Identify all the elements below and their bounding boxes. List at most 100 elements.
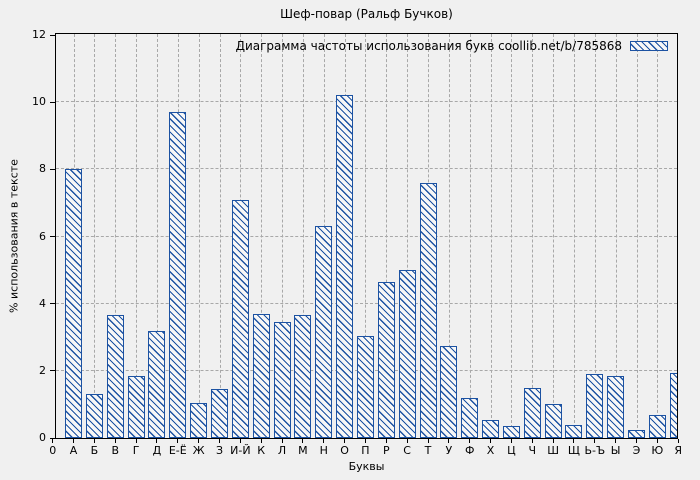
v-gridline-Р	[386, 34, 388, 438]
bar-Е-Ё	[169, 112, 187, 438]
x-tick-label: Д	[152, 444, 162, 457]
v-gridline-Ы	[615, 34, 617, 438]
x-tick-mark	[156, 439, 158, 443]
x-tick-label: Я	[674, 444, 683, 457]
v-gridline-П	[365, 34, 367, 438]
bar-У	[440, 345, 458, 438]
x-tick-mark	[219, 439, 220, 443]
x-tick-mark	[344, 439, 346, 443]
y-tick-mark	[50, 236, 55, 237]
x-tick-label: Г	[132, 444, 140, 457]
bar-Г	[127, 375, 145, 438]
x-tick-mark	[510, 439, 512, 443]
v-gridline-Г	[136, 34, 138, 438]
bar-Ю	[648, 414, 666, 438]
x-tick-mark	[448, 439, 450, 443]
x-tick-label: М	[298, 444, 308, 457]
y-tick-mark	[50, 437, 55, 439]
bar-Ы	[607, 375, 625, 438]
x-tick-label: Т	[424, 444, 432, 457]
x-tick-label: Е-Ё	[168, 444, 187, 457]
x-tick-mark	[114, 439, 116, 443]
v-gridline-Б	[94, 34, 96, 438]
legend: Диаграмма частоты использования букв coo…	[236, 39, 668, 53]
plot-area: Диаграмма частоты использования букв coo…	[55, 33, 678, 439]
x-tick-label: Л	[277, 444, 287, 457]
x-tick-mark	[73, 439, 75, 443]
bar-Ч	[523, 387, 541, 438]
x-tick-mark	[135, 439, 137, 443]
x-tick-mark	[615, 439, 617, 443]
v-gridline-Щ	[573, 34, 575, 438]
legend-label: Диаграмма частоты использования букв coo…	[235, 39, 622, 53]
v-gridline-Ь-Ъ	[594, 34, 596, 438]
bar-Р	[377, 281, 395, 438]
v-gridline-Э	[636, 34, 638, 438]
bar-Т	[419, 182, 437, 438]
x-tick-mark	[573, 439, 575, 443]
bar-К	[252, 313, 270, 438]
v-gridline-Ц	[511, 34, 513, 438]
bar-Щ	[565, 424, 583, 438]
v-gridline-Ж	[198, 34, 200, 438]
x-tick-mark	[281, 439, 283, 443]
x-tick-mark	[198, 439, 200, 443]
x-tick-label: Р	[382, 444, 390, 457]
v-gridline-В	[115, 34, 117, 438]
v-gridline-С	[407, 34, 409, 438]
x-tick-label: А	[69, 444, 78, 457]
x-tick-mark	[323, 439, 325, 443]
h-gridline-8	[56, 168, 677, 170]
x-tick-label: З	[215, 444, 224, 457]
y-tick-mark	[50, 303, 55, 305]
x-tick-label: 0	[49, 444, 57, 457]
x-tick-label: Х	[486, 444, 495, 457]
y-tick-label: 2	[39, 363, 46, 377]
y-tick-label: 10	[32, 95, 46, 109]
x-tick-label: Ь-Ъ	[584, 444, 606, 457]
y-tick-label: 12	[32, 28, 46, 41]
v-gridline-Ю	[657, 34, 659, 438]
bar-Э	[628, 429, 645, 438]
x-tick-mark	[531, 439, 533, 443]
v-gridline-Ф	[469, 34, 471, 438]
x-tick-label: Ф	[464, 444, 475, 457]
x-tick-label: Б	[90, 444, 99, 457]
x-tick-label: П	[361, 444, 370, 457]
x-tick-mark	[260, 439, 262, 443]
v-gridline-У	[448, 34, 450, 438]
bar-Ц	[502, 426, 520, 438]
y-tick-label: 6	[39, 229, 46, 243]
bar-Ф	[461, 397, 479, 438]
bar-Ш	[544, 404, 562, 438]
x-tick-label: О	[340, 444, 349, 457]
y-tick-mark	[50, 101, 55, 103]
y-tick-label: 8	[39, 162, 46, 176]
v-gridline-Ч	[532, 34, 534, 438]
x-tick-mark	[93, 439, 95, 443]
v-gridline-Л	[282, 34, 284, 438]
chart-title: Шеф-повар (Ральф Бучков)	[280, 7, 453, 21]
bar-Х	[482, 419, 500, 438]
y-tick-mark	[50, 168, 55, 170]
x-tick-label: Э	[632, 444, 641, 457]
bar-Я	[669, 372, 677, 438]
bar-Ь-Ъ	[586, 374, 604, 438]
x-tick-label: С	[403, 444, 411, 457]
x-tick-mark	[406, 439, 408, 443]
x-tick-mark	[177, 439, 179, 443]
y-tick-label: 0	[39, 431, 46, 444]
bar-А	[65, 169, 83, 438]
h-gridline-6	[56, 235, 677, 237]
x-tick-label: Ю	[651, 444, 664, 457]
x-tick-mark	[552, 439, 554, 443]
x-tick-label: У	[445, 444, 453, 457]
x-tick-label: Щ	[567, 444, 580, 457]
x-tick-mark	[469, 439, 471, 443]
x-tick-label: Ж	[192, 444, 205, 457]
bar-М	[294, 315, 312, 438]
y-tick-mark	[50, 34, 55, 36]
bar-Ж	[190, 402, 208, 438]
x-tick-mark	[364, 439, 366, 443]
